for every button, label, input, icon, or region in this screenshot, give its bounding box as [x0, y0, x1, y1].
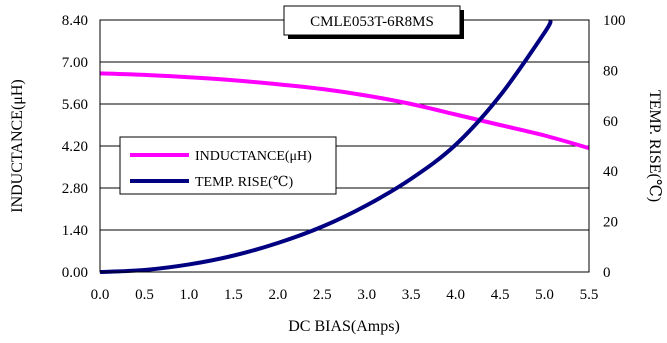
title-box [283, 5, 461, 36]
y-tick-label: 1.40 [62, 223, 88, 239]
legend-label-temp-rise: TEMP. RISE(℃) [195, 175, 293, 190]
x-tick-label: 0.5 [135, 287, 154, 303]
x-tick-label: 2.5 [313, 287, 332, 303]
legend: INDUCTANCE(μH) TEMP. RISE(℃) [119, 136, 337, 195]
x-axis-title: DC BIAS(Amps) [288, 318, 400, 335]
y2-tick-label: 100 [603, 13, 626, 29]
x-tick-label: 4.0 [446, 287, 465, 303]
x-axis-ticks: 0.0 0.5 1.0 1.5 2.0 2.5 3.0 3.5 4.0 4.5 5.0 5.5 [91, 287, 599, 303]
y2-tick-label: 80 [603, 63, 618, 79]
y-tick-label: 2.80 [62, 181, 88, 197]
chart-title: CMLE053T-6R8MS [310, 14, 434, 30]
y-axis-ticks: 0.00 1.40 2.80 4.20 5.60 7.00 8.40 [62, 13, 88, 281]
y2-tick-label: 40 [603, 164, 618, 180]
x-tick-label: 5.5 [580, 287, 599, 303]
x-tick-label: 1.0 [180, 287, 199, 303]
x-tick-label: 5.0 [535, 287, 554, 303]
y-tick-label: 4.20 [62, 139, 88, 155]
x-tick-label: 3.5 [402, 287, 421, 303]
series-layer [99, 19, 590, 274]
y-tick-label: 0.00 [62, 265, 88, 281]
y2-tick-label: 60 [603, 114, 618, 130]
legend-label-inductance: INDUCTANCE(μH) [195, 149, 312, 164]
x-tick-label: 0.0 [91, 287, 110, 303]
x-tick-label: 3.0 [357, 287, 376, 303]
x-tick-label: 4.5 [491, 287, 510, 303]
y-tick-label: 7.00 [62, 55, 88, 71]
legend-box [119, 136, 337, 195]
x-tick-label: 1.5 [224, 287, 243, 303]
y2-tick-label: 0 [603, 265, 611, 281]
y2-axis-ticks: 0 20 40 60 80 100 [603, 13, 626, 281]
x-tick-label: 2.0 [268, 287, 287, 303]
y-tick-label: 8.40 [62, 13, 88, 29]
y-tick-label: 5.60 [62, 97, 88, 113]
series-line-temp-rise [99, 19, 553, 274]
series-line-inductance [99, 71, 590, 151]
y2-axis-title: TEMP. RISE(℃) [646, 90, 663, 202]
y2-tick-label: 20 [603, 215, 618, 231]
y-axis-title: INDUCTANCE(μH) [9, 79, 26, 213]
